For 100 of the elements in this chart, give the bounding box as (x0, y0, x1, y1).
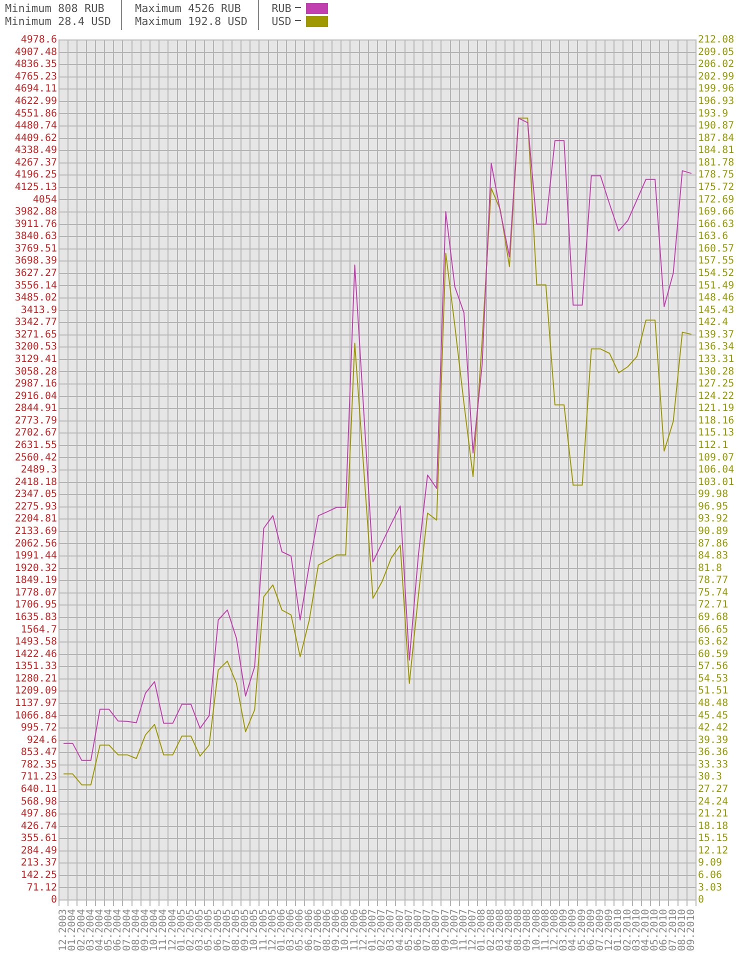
y2-tick-label: 3.03 (698, 882, 722, 894)
y-tick-label: 1066.84 (14, 710, 57, 722)
y-tick-label: 1991.44 (14, 550, 57, 562)
x-tick-label: 05.2006 (294, 909, 306, 952)
x-tick-label: 11.2006 (349, 909, 360, 952)
x-tick-label: 03.2007 (386, 909, 397, 952)
y-tick-label: 1137.97 (14, 698, 57, 710)
y2-tick-label: 90.89 (698, 526, 728, 538)
x-tick-label: 11.2005 (258, 909, 270, 952)
y-tick-label: 1280.21 (14, 673, 57, 684)
y-tick-label: 142.25 (20, 870, 57, 882)
y2-tick-label: 112.1 (698, 440, 728, 452)
y-tick-label: 4551.86 (14, 108, 57, 120)
y2-tick-label: 206.02 (698, 59, 734, 70)
y2-tick-label: 127.25 (698, 378, 734, 390)
y-tick-label: 3200.53 (14, 342, 57, 353)
y2-tick-label: 160.57 (698, 243, 734, 254)
y-tick-label: 4765.23 (14, 71, 57, 82)
y2-tick-label: 118.16 (698, 415, 734, 426)
y2-tick-label: 72.71 (698, 600, 728, 611)
y2-tick-label: 169.66 (698, 206, 734, 218)
y2-tick-label: 42.42 (698, 722, 728, 734)
y2-tick-label: 30.3 (698, 772, 722, 783)
y2-tick-label: 84.83 (698, 550, 728, 562)
y2-tick-label: 12.12 (698, 845, 728, 856)
y-tick-label: 3627.27 (14, 268, 57, 280)
x-tick-label: 07.2004 (122, 909, 133, 952)
y-tick-label: 853.47 (20, 747, 57, 758)
x-tick-label: 08.2010 (676, 909, 688, 952)
y2-tick-label: 81.8 (698, 562, 722, 574)
y2-tick-label: 63.62 (698, 636, 728, 648)
x-tick-label: 05.2009 (576, 909, 588, 952)
y-tick-label: 711.23 (20, 772, 57, 783)
y-tick-label: 782.35 (20, 759, 57, 770)
y-tick-label: 1778.07 (14, 587, 57, 598)
y-tick-label: 3982.88 (14, 206, 57, 218)
y2-tick-label: 27.27 (698, 784, 728, 796)
y-tick-label: 213.37 (20, 858, 57, 869)
x-tick-label: 11.2004 (158, 909, 170, 952)
x-tick-label: 07.2005 (222, 909, 233, 952)
y-tick-label: 2631.55 (14, 440, 57, 452)
legend-label: RUB (272, 2, 306, 15)
y-tick-label: 3129.41 (14, 354, 57, 366)
y-tick-label: 3840.63 (14, 231, 57, 242)
x-tick-label: 04.2009 (568, 909, 579, 952)
x-tick-label: 01.2008 (476, 909, 488, 952)
y2-tick-label: 15.15 (698, 833, 728, 844)
y2-tick-label: 121.19 (698, 403, 734, 414)
y-tick-label: 1706.95 (14, 600, 57, 611)
y-tick-label: 4480.74 (14, 120, 57, 132)
y2-tick-label: 87.86 (698, 538, 728, 550)
y2-tick-label: 48.48 (698, 698, 728, 710)
y2-tick-label: 209.05 (698, 46, 734, 58)
y-tick-label: 3058.28 (14, 366, 57, 378)
text: Minimum 28.4 USD (5, 15, 111, 28)
y2-tick-label: 139.37 (698, 329, 734, 340)
y-tick-label: 2489.3 (20, 464, 57, 476)
y-tick-label: 4409.62 (14, 132, 57, 144)
x-tick-label: 01.2005 (176, 909, 188, 952)
x-tick-label: 06.2005 (212, 909, 224, 952)
y-tick-label: 2418.18 (14, 476, 57, 488)
y-tick-label: 4054 (32, 194, 57, 206)
y2-tick-label: 106.04 (698, 464, 734, 476)
y2-tick-label: 199.96 (698, 84, 734, 95)
y2-tick-label: 190.87 (698, 120, 734, 132)
y2-tick-label: 151.49 (698, 280, 734, 292)
x-tick-label: 09.2010 (686, 909, 698, 952)
y2-tick-label: 57.56 (698, 661, 728, 672)
y-tick-label: 2844.91 (14, 403, 57, 414)
y-tick-label: 3485.02 (14, 292, 57, 304)
y-tick-label: 1849.19 (14, 575, 57, 586)
y-tick-label: 4978.6 (20, 34, 57, 46)
y-tick-label: 4338.49 (14, 145, 57, 156)
x-tick-label: 02.2004 (76, 909, 88, 952)
y-tick-label: 995.72 (20, 722, 57, 734)
y2-tick-label: 172.69 (698, 194, 734, 206)
y-tick-label: 2133.69 (14, 526, 57, 538)
y2-tick-label: 78.77 (698, 575, 728, 586)
y2-tick-label: 145.43 (698, 304, 734, 316)
y-tick-label: 1493.58 (14, 636, 57, 648)
y-tick-label: 284.49 (20, 845, 57, 856)
y-tick-label: 1209.09 (14, 686, 57, 697)
x-tick-label: 02.2010 (622, 909, 634, 952)
y-tick-label: 924.6 (26, 734, 57, 746)
y2-tick-label: 103.01 (698, 476, 734, 488)
y-tick-label: 1564.7 (20, 624, 57, 636)
x-tick-label: 07.2010 (668, 909, 679, 952)
x-tick-label: 03.2010 (631, 909, 642, 952)
y2-tick-label: 18.18 (698, 820, 728, 832)
y2-tick-label: 178.75 (698, 170, 734, 181)
x-tick-label: 10.2007 (449, 909, 460, 952)
y2-tick-label: 181.78 (698, 157, 734, 168)
y-tick-label: 426.74 (20, 820, 57, 832)
y-tick-label: 3911.76 (14, 218, 57, 230)
y2-tick-label: 154.52 (698, 268, 734, 280)
y2-tick-label: 142.4 (698, 317, 728, 328)
x-tick-label: 08.2004 (130, 909, 142, 952)
text: Minimum 808 RUB (5, 2, 106, 15)
y2-tick-label: 133.31 (698, 354, 734, 366)
x-tick-label: 02.2008 (486, 909, 497, 952)
